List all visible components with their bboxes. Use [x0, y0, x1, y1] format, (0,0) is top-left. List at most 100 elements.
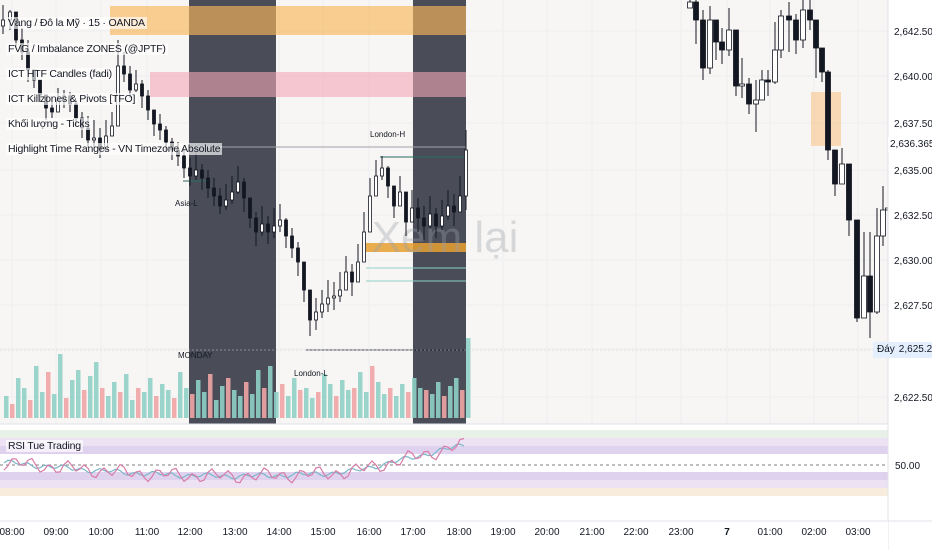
london-high-label: London-H	[370, 130, 405, 139]
volume-bar	[196, 380, 201, 418]
volume-bar	[424, 390, 429, 418]
candle-body	[350, 271, 354, 283]
price-tick-label: 2,627.500	[894, 301, 932, 312]
price-axis[interactable]	[888, 0, 932, 521]
candle-body	[242, 181, 246, 199]
candle-body	[224, 199, 228, 207]
candle-body	[188, 167, 192, 177]
volume-bar	[142, 392, 147, 418]
candle-body	[158, 123, 162, 131]
monday-label: MONDAY	[178, 351, 213, 360]
rsi-band-bottom	[0, 488, 888, 496]
candle-body	[152, 109, 156, 125]
candle-body	[134, 83, 138, 91]
candle-body	[846, 163, 852, 221]
volume-bar	[28, 400, 33, 418]
price-ticks: 2,642.500 2,640.000 2,637.500 2,635.000 2,63…	[894, 27, 932, 404]
volume-bar	[52, 394, 57, 418]
time-tick-label: 01:00	[757, 527, 782, 538]
symbol-title[interactable]: Vàng / Đô la Mỹ · 15 · OANDA	[6, 17, 147, 29]
volume-bar	[394, 396, 399, 418]
rsi-mid-label: 50.00	[895, 461, 920, 472]
candle-body	[778, 15, 784, 51]
volume-bar	[292, 378, 297, 418]
volume-bar	[16, 378, 21, 418]
candle-body	[392, 185, 396, 207]
candle-body	[733, 29, 739, 87]
volume-bar	[88, 376, 93, 418]
candle-body	[772, 49, 778, 83]
volume-bar	[388, 388, 393, 418]
volume-bar	[190, 394, 195, 418]
candle-body	[707, 19, 713, 69]
volume-bar	[436, 382, 441, 418]
candle-body	[308, 289, 312, 321]
volume-bar	[22, 388, 27, 418]
volume-bar	[274, 392, 279, 418]
candle-body	[296, 247, 300, 263]
fvg-zone	[366, 243, 466, 252]
volume-bar	[202, 392, 207, 418]
rsi-band-1	[0, 438, 888, 446]
volume-bar	[70, 380, 75, 418]
volume-bars	[4, 338, 471, 418]
candle-body	[260, 223, 264, 233]
volume-bar	[232, 390, 237, 418]
candle-body	[410, 207, 414, 223]
candle-body	[713, 19, 719, 43]
candle-body	[839, 163, 845, 185]
volume-bar	[106, 396, 111, 418]
candle-body	[813, 19, 819, 49]
candle-body	[446, 205, 450, 217]
volume-bar	[286, 396, 291, 418]
time-axis[interactable]	[0, 521, 888, 550]
time-tick-label: 16:00	[356, 527, 381, 538]
candle-body	[236, 181, 240, 193]
volume-bar	[322, 374, 327, 418]
volume-bar	[58, 354, 63, 418]
london-low-label: London-L	[294, 369, 328, 378]
candle-body	[819, 47, 825, 73]
candle-body	[880, 209, 886, 237]
volume-bar	[256, 370, 261, 418]
candle-body	[266, 223, 270, 233]
low-label: Đáy	[877, 344, 895, 355]
candle-body	[320, 303, 324, 313]
volume-bar	[184, 388, 189, 418]
price-tick-label: 2,635.000	[894, 166, 932, 177]
candle-body	[786, 15, 792, 21]
indicator-killzones[interactable]: ICT Killzones & Pivots [TFO]	[6, 93, 138, 105]
candle-body	[338, 289, 342, 297]
rsi-title[interactable]: RSI Tue Trading	[6, 440, 83, 452]
candle-body	[854, 219, 860, 319]
candle-body	[874, 235, 880, 313]
volume-bar	[244, 382, 249, 418]
candle-body	[230, 191, 234, 201]
volume-bar	[442, 396, 447, 418]
volume-bar	[370, 366, 375, 418]
candle-body	[92, 137, 96, 141]
candle-body	[1, 19, 5, 27]
candle-body	[832, 149, 838, 185]
candle-body	[326, 297, 330, 305]
indicator-fvg[interactable]: FVG / Imbalance ZONES (@JPTF)	[6, 43, 168, 55]
candle-body	[807, 9, 813, 21]
time-tick-label: 7	[724, 527, 730, 538]
candle-body	[368, 195, 372, 233]
candle-body	[825, 71, 831, 151]
volume-bar	[454, 378, 459, 418]
volume-bar	[10, 404, 15, 418]
volume-bar	[154, 396, 159, 418]
candle-body	[182, 155, 186, 169]
volume-bar	[316, 392, 321, 418]
time-tick-label: 17:00	[400, 527, 425, 538]
indicator-highlight-time[interactable]: Highlight Time Ranges - VN Timezone Abso…	[6, 143, 223, 155]
time-tick-label: 14:00	[266, 527, 291, 538]
candle-body	[272, 225, 276, 233]
candle-body	[398, 191, 402, 207]
indicator-htf-candles[interactable]: ICT HTF Candles (fadi)	[6, 68, 114, 80]
volume-bar	[112, 382, 117, 418]
indicator-volume[interactable]: Khối lượng - Ticks	[6, 118, 92, 130]
candle-body	[344, 271, 348, 291]
